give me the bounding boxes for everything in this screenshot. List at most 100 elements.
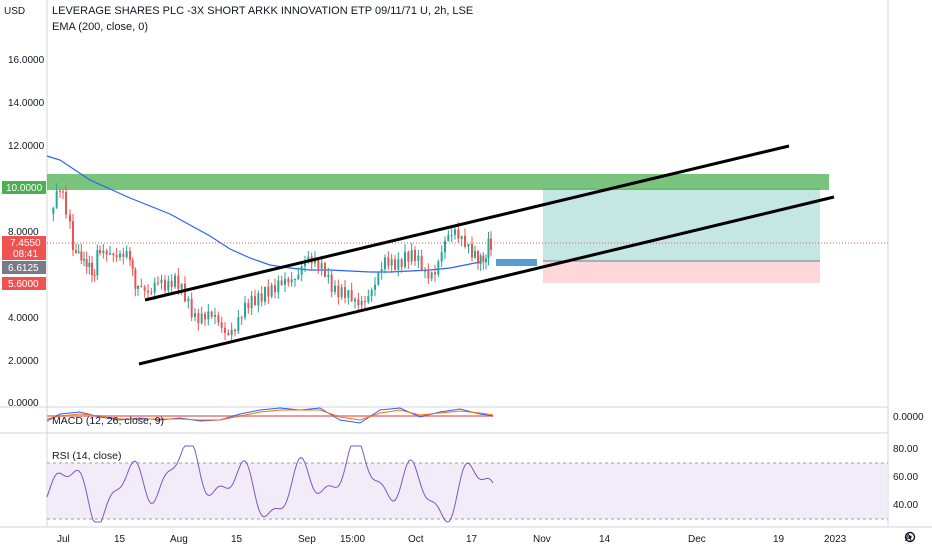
candle-body [227, 332, 230, 336]
time-tick: Dec [688, 534, 706, 545]
auto-scale-button[interactable]: A [905, 533, 912, 544]
candle-body [454, 229, 456, 235]
candle-body [129, 251, 131, 261]
candle-body [264, 286, 266, 302]
signal-line [46, 409, 494, 421]
candle-body [347, 290, 350, 298]
candle-body [194, 313, 196, 318]
channel-upper-line[interactable] [144, 144, 790, 302]
candle-body [437, 261, 440, 275]
candle-body [324, 263, 326, 277]
resistance-price-label: 10.0000 [6, 183, 43, 194]
candle-body [427, 270, 430, 279]
candle-body [424, 270, 426, 272]
candle-body [384, 257, 386, 270]
price-axis[interactable]: 16.0000 14.0000 12.0000 8.0000 4.0000 2.… [8, 55, 45, 409]
candle-body [397, 259, 400, 270]
candle-body [140, 286, 143, 288]
macd-pane[interactable] [46, 407, 494, 424]
candle-body [354, 299, 356, 302]
time-tick: Oct [408, 534, 424, 545]
loss-zone[interactable] [543, 261, 820, 283]
candle-body [157, 282, 159, 284]
macd-indicator-label[interactable]: MACD (12, 26, close, 9) [52, 415, 164, 427]
time-tick: 2023 [824, 534, 847, 545]
candle-body [287, 278, 290, 283]
candle-body [102, 250, 105, 254]
candle-body [224, 327, 226, 333]
gear-icon[interactable] [904, 531, 916, 543]
resistance-price-box [2, 181, 46, 194]
channel-lower-line[interactable] [138, 195, 835, 366]
candle-body [75, 250, 77, 253]
time-axis[interactable]: Jul 15 Aug 15 Sep 15:00 Oct 17 Nov 14 De… [57, 534, 847, 545]
candle-body [230, 329, 233, 336]
candle-body [204, 313, 206, 320]
macd-line [46, 407, 494, 424]
candle-body [477, 251, 479, 264]
candle-body [260, 293, 263, 302]
stop-price-label: 5.6000 [8, 279, 39, 290]
rsi-line[interactable] [46, 445, 494, 523]
candle-body [96, 250, 99, 276]
resistance-zone[interactable] [47, 174, 829, 190]
candle-body [55, 190, 58, 208]
candle-body [274, 285, 276, 293]
candle-body [244, 303, 246, 318]
position-marker[interactable] [496, 259, 537, 266]
candle-body [434, 272, 436, 275]
candle-body [334, 285, 336, 292]
candle-body [180, 283, 183, 289]
candle-body [320, 263, 323, 269]
candle-body [367, 296, 370, 302]
candle-body [170, 280, 173, 287]
candle-body [420, 255, 423, 272]
candle-body [184, 283, 186, 302]
candle-body [254, 296, 256, 306]
candle-body [200, 313, 203, 324]
candle-body [474, 251, 476, 258]
time-tick: 15 [231, 534, 243, 545]
candle-body [417, 255, 420, 261]
candle-body [467, 244, 470, 247]
candle-body [414, 250, 416, 261]
rsi-axis-tick: 40.00 [893, 500, 918, 511]
ema-line[interactable] [46, 155, 481, 273]
candle-body [337, 285, 340, 298]
candle-body [450, 234, 453, 236]
chart-title: LEVERAGE SHARES PLC -3X SHORT ARKK INNOV… [52, 5, 473, 17]
candle-body [93, 275, 96, 277]
ema-indicator-label[interactable]: EMA (200, close, 0) [52, 21, 148, 33]
candle-body [350, 290, 353, 302]
candle-body [387, 257, 390, 266]
candle-body [490, 238, 492, 250]
rsi-indicator-label[interactable]: RSI (14, close) [52, 450, 121, 462]
time-tick: 15:00 [340, 534, 365, 545]
candle-body [487, 238, 490, 259]
candle-body [457, 229, 460, 239]
candle-body [134, 269, 137, 289]
candle-body [99, 250, 101, 254]
candle-body [327, 274, 330, 277]
time-tick: Jul [57, 534, 70, 545]
candle-body [304, 261, 306, 267]
time-tick: 19 [773, 534, 785, 545]
candle-body [400, 259, 403, 267]
candle-body [370, 289, 373, 297]
candle-body [197, 313, 200, 324]
candle-body [460, 235, 463, 239]
candle-body [394, 259, 396, 270]
candle-body [237, 317, 240, 332]
candle-body [210, 311, 213, 317]
candle-body [174, 275, 176, 287]
candle-body [52, 207, 55, 214]
last-price-box [2, 236, 46, 260]
candle-body [59, 190, 61, 192]
candle-body [220, 322, 223, 328]
candle-body [377, 272, 380, 285]
candle-body [112, 253, 115, 256]
candle-body [284, 278, 286, 285]
candle-body [357, 299, 360, 306]
profit-zone[interactable] [543, 188, 820, 261]
